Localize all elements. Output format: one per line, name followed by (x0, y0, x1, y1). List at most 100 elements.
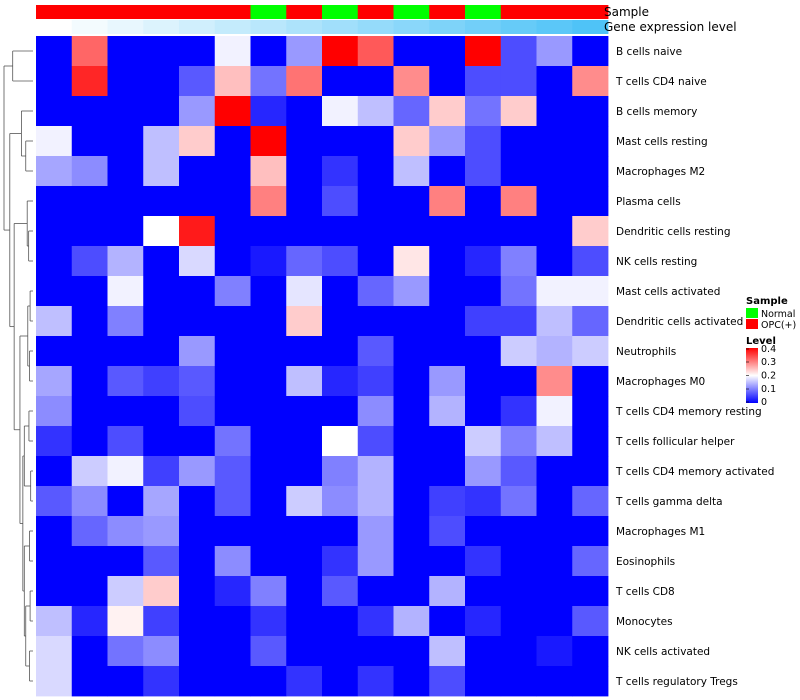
cell-r10-c1 (71, 336, 108, 367)
cell-r9-c3 (143, 306, 180, 337)
cell-r4-c6 (250, 156, 287, 187)
cell-r7-c3 (143, 246, 180, 277)
cell-r16-c12 (465, 516, 502, 547)
row-label: Dendritic cells resting (616, 226, 731, 238)
cell-r15-c13 (500, 486, 537, 517)
cell-r10-c14 (536, 336, 573, 367)
cell-r10-c9 (357, 336, 394, 367)
cell-r20-c0 (36, 636, 73, 667)
cell-r6-c8 (322, 216, 359, 247)
cell-r7-c13 (500, 246, 537, 277)
cell-r7-c10 (393, 246, 430, 277)
cell-r5-c0 (36, 186, 73, 217)
cell-r21-c2 (107, 666, 144, 697)
cell-r4-c15 (572, 156, 609, 187)
cell-r20-c5 (214, 636, 251, 667)
annotation-expression-c3 (143, 20, 180, 34)
cell-r12-c15 (572, 396, 609, 427)
cell-r3-c9 (357, 126, 394, 157)
cell-r16-c3 (143, 516, 180, 547)
cell-r20-c3 (143, 636, 180, 667)
cell-r19-c7 (286, 606, 323, 637)
legend-label-opc: OPC(+) (761, 320, 796, 331)
cell-r1-c0 (36, 66, 73, 97)
cell-r9-c5 (214, 306, 251, 337)
cell-r19-c8 (322, 606, 359, 637)
cell-r3-c3 (143, 126, 180, 157)
cell-r15-c6 (250, 486, 287, 517)
cell-r17-c5 (214, 546, 251, 577)
cell-r12-c6 (250, 396, 287, 427)
cell-r6-c3 (143, 216, 180, 247)
row-label: Monocytes (616, 616, 673, 628)
cell-r13-c0 (36, 426, 73, 457)
cell-r17-c10 (393, 546, 430, 577)
cell-r11-c7 (286, 366, 323, 397)
cell-r9-c4 (179, 306, 216, 337)
annotation-expression-c13 (500, 20, 537, 34)
cell-r10-c4 (179, 336, 216, 367)
annotation-sample-c5 (214, 5, 251, 19)
cell-r12-c9 (357, 396, 394, 427)
cell-r1-c6 (250, 66, 287, 97)
cell-r19-c12 (465, 606, 502, 637)
cell-r5-c3 (143, 186, 180, 217)
legend-swatch-normal (746, 308, 758, 318)
cell-r15-c10 (393, 486, 430, 517)
cell-r18-c0 (36, 576, 73, 607)
cell-r18-c2 (107, 576, 144, 607)
cell-r18-c14 (536, 576, 573, 607)
cell-r8-c5 (214, 276, 251, 307)
cell-r19-c2 (107, 606, 144, 637)
cell-r7-c8 (322, 246, 359, 277)
cell-r2-c7 (286, 96, 323, 127)
cell-r1-c7 (286, 66, 323, 97)
cell-r1-c13 (500, 66, 537, 97)
cell-r5-c4 (179, 186, 216, 217)
cell-r3-c2 (107, 126, 144, 157)
cell-r2-c4 (179, 96, 216, 127)
row-dendrogram (3, 50, 33, 682)
cell-r14-c1 (71, 456, 108, 487)
cell-r4-c11 (429, 156, 466, 187)
row-label: Mast cells resting (616, 136, 708, 148)
cell-r18-c13 (500, 576, 537, 607)
cell-r14-c15 (572, 456, 609, 487)
row-label: Dendritic cells activated (616, 316, 743, 328)
cell-r18-c10 (393, 576, 430, 607)
cell-r21-c4 (179, 666, 216, 697)
cell-r8-c0 (36, 276, 73, 307)
cell-r5-c7 (286, 186, 323, 217)
cell-r11-c4 (179, 366, 216, 397)
cell-r21-c5 (214, 666, 251, 697)
cell-r7-c5 (214, 246, 251, 277)
cell-r13-c13 (500, 426, 537, 457)
cell-r6-c7 (286, 216, 323, 247)
annotation-expression-c15 (572, 20, 609, 34)
cell-r1-c4 (179, 66, 216, 97)
heatmap-cells (36, 36, 609, 697)
cell-r2-c3 (143, 96, 180, 127)
row-label: T cells regulatory Tregs (615, 676, 738, 688)
cell-r7-c2 (107, 246, 144, 277)
cell-r12-c7 (286, 396, 323, 427)
cell-r6-c5 (214, 216, 251, 247)
cell-r4-c13 (500, 156, 537, 187)
cell-r6-c14 (536, 216, 573, 247)
cell-r0-c9 (357, 36, 394, 67)
annotation-sample-c14 (536, 5, 573, 19)
cell-r10-c10 (393, 336, 430, 367)
annotation-sample-c10 (393, 5, 430, 19)
cell-r16-c5 (214, 516, 251, 547)
cell-r14-c10 (393, 456, 430, 487)
cell-r16-c14 (536, 516, 573, 547)
cell-r5-c5 (214, 186, 251, 217)
cell-r14-c14 (536, 456, 573, 487)
cell-r13-c5 (214, 426, 251, 457)
cell-r12-c8 (322, 396, 359, 427)
cell-r10-c6 (250, 336, 287, 367)
cell-r12-c4 (179, 396, 216, 427)
cell-r6-c13 (500, 216, 537, 247)
cell-r11-c1 (71, 366, 108, 397)
cell-r11-c10 (393, 366, 430, 397)
